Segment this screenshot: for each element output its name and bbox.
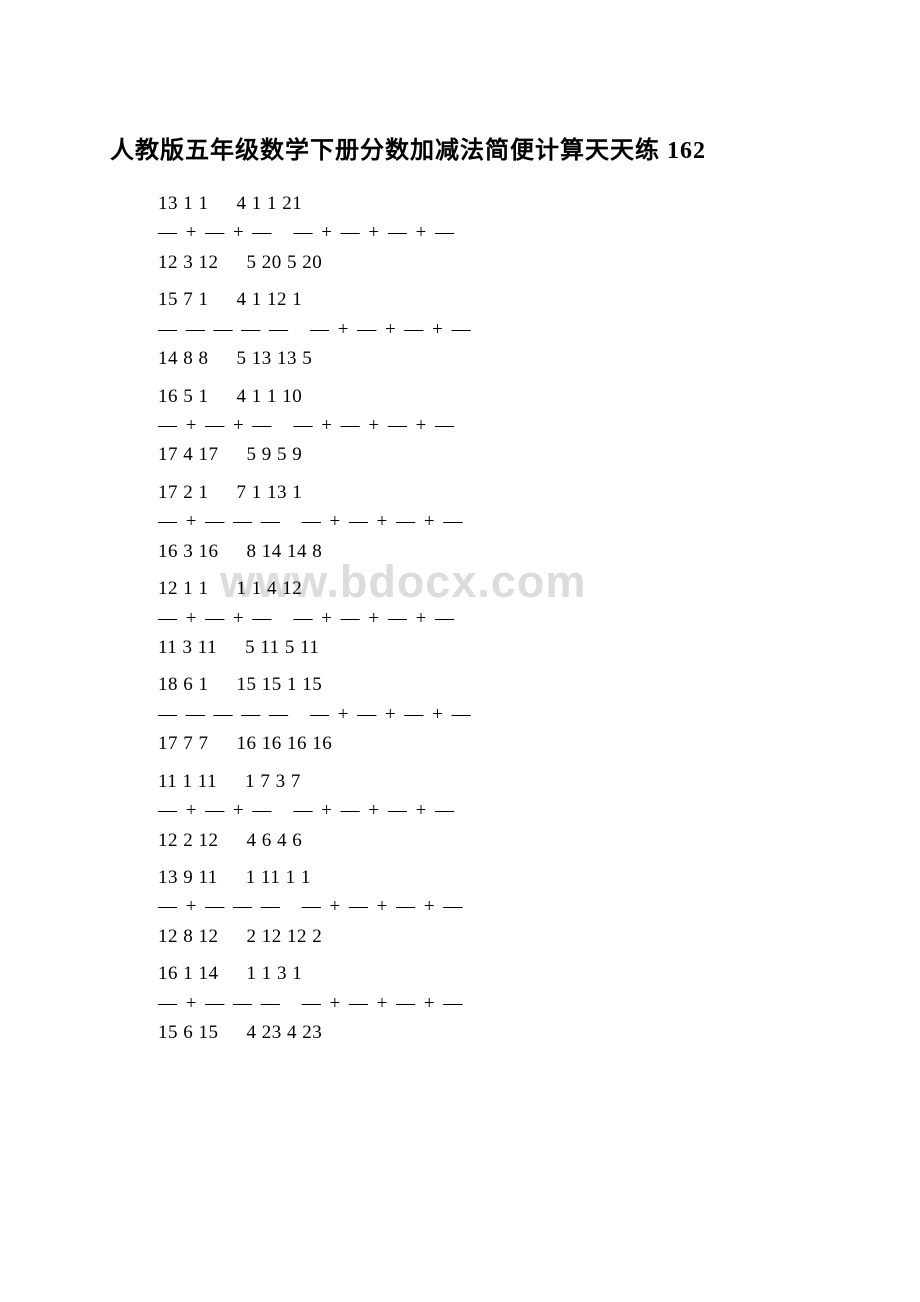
document-title: 人教版五年级数学下册分数加减法简便计算天天练 162 bbox=[110, 130, 810, 165]
left-numerators: 17 2 1 bbox=[158, 482, 209, 503]
left-operators: — + — — — bbox=[158, 511, 282, 532]
left-operators: — + — + — bbox=[158, 608, 273, 629]
left-denominators: 15 6 15 bbox=[158, 1022, 219, 1043]
right-denominators: 4 23 4 23 bbox=[247, 1022, 323, 1043]
left-numerators: 13 9 11 bbox=[158, 867, 218, 888]
right-numerators: 1 7 3 7 bbox=[245, 771, 301, 792]
right-numerators: 1 11 1 1 bbox=[246, 867, 311, 888]
right-numerators: 1 1 4 12 bbox=[237, 578, 303, 599]
numerator-line: 16 1 14 1 1 3 1 bbox=[158, 959, 810, 989]
left-operators: — — — — — bbox=[158, 704, 290, 725]
right-operators: — + — + — + — bbox=[293, 608, 456, 629]
problem-row: 18 6 1 15 15 1 15 — — — — — — + — + — + — 17… bbox=[158, 670, 810, 759]
left-numerators: 18 6 1 bbox=[158, 674, 209, 695]
operator-line: — + — + — — + — + — + — bbox=[158, 412, 810, 441]
left-denominators: 12 3 12 bbox=[158, 252, 219, 273]
denominator-line: 16 3 16 8 14 14 8 bbox=[158, 537, 810, 567]
right-numerators: 4 1 1 21 bbox=[237, 193, 303, 214]
left-denominators: 12 2 12 bbox=[158, 830, 219, 851]
problem-row: 15 7 1 4 1 12 1 — — — — — — + — + — + — 14 8… bbox=[158, 285, 810, 374]
problem-row: 13 1 1 4 1 1 21 — + — + — — + — + — + — 12 3… bbox=[158, 189, 810, 278]
numerator-line: 15 7 1 4 1 12 1 bbox=[158, 285, 810, 315]
right-operators: — + — + — + — bbox=[310, 319, 473, 340]
left-operators: — + — — — bbox=[158, 896, 282, 917]
left-denominators: 12 8 12 bbox=[158, 926, 219, 947]
right-numerators: 4 1 1 10 bbox=[237, 386, 303, 407]
problem-row: 16 1 14 1 1 3 1 — + — — — — + — + — + — 15 6… bbox=[158, 959, 810, 1048]
right-operators: — + — + — + — bbox=[302, 993, 465, 1014]
denominator-line: 12 8 12 2 12 12 2 bbox=[158, 922, 810, 952]
operator-line: — — — — — — + — + — + — bbox=[158, 316, 810, 345]
right-operators: — + — + — + — bbox=[293, 222, 456, 243]
left-denominators: 16 3 16 bbox=[158, 541, 219, 562]
numerator-line: 11 1 11 1 7 3 7 bbox=[158, 767, 810, 797]
left-operators: — + — — — bbox=[158, 993, 282, 1014]
numerator-line: 12 1 1 1 1 4 12 bbox=[158, 574, 810, 604]
problems-container: 13 1 1 4 1 1 21 — + — + — — + — + — + — 12 3… bbox=[110, 189, 810, 1049]
denominator-line: 14 8 8 5 13 13 5 bbox=[158, 344, 810, 374]
problem-row: 13 9 11 1 11 1 1 — + — — — — + — + — + — 12 … bbox=[158, 863, 810, 952]
right-denominators: 8 14 14 8 bbox=[247, 541, 323, 562]
left-denominators: 17 4 17 bbox=[158, 444, 219, 465]
left-operators: — + — + — bbox=[158, 415, 273, 436]
left-denominators: 14 8 8 bbox=[158, 348, 209, 369]
left-numerators: 11 1 11 bbox=[158, 771, 217, 792]
operator-line: — — — — — — + — + — + — bbox=[158, 701, 810, 730]
left-numerators: 16 5 1 bbox=[158, 386, 209, 407]
left-operators: — + — + — bbox=[158, 800, 273, 821]
denominator-line: 12 3 12 5 20 5 20 bbox=[158, 248, 810, 278]
problem-row: 17 2 1 7 1 13 1 — + — — — — + — + — + — 16 3… bbox=[158, 478, 810, 567]
numerator-line: 18 6 1 15 15 1 15 bbox=[158, 670, 810, 700]
right-numerators: 4 1 12 1 bbox=[237, 289, 303, 310]
problem-row: 16 5 1 4 1 1 10 — + — + — — + — + — + — 17 4… bbox=[158, 382, 810, 471]
left-denominators: 17 7 7 bbox=[158, 733, 209, 754]
operator-line: — + — + — — + — + — + — bbox=[158, 797, 810, 826]
right-operators: — + — + — + — bbox=[293, 415, 456, 436]
left-numerators: 12 1 1 bbox=[158, 578, 209, 599]
right-denominators: 2 12 12 2 bbox=[247, 926, 323, 947]
denominator-line: 11 3 11 5 11 5 11 bbox=[158, 633, 810, 663]
problem-row: 12 1 1 1 1 4 12 — + — + — — + — + — + — 11 3… bbox=[158, 574, 810, 663]
denominator-line: 17 4 17 5 9 5 9 bbox=[158, 440, 810, 470]
right-denominators: 5 11 5 11 bbox=[245, 637, 319, 658]
operator-line: — + — — — — + — + — + — bbox=[158, 990, 810, 1019]
problem-row: 11 1 11 1 7 3 7 — + — + — — + — + — + — 12 2… bbox=[158, 767, 810, 856]
left-operators: — + — + — bbox=[158, 222, 273, 243]
right-denominators: 16 16 16 16 bbox=[237, 733, 333, 754]
right-denominators: 5 20 5 20 bbox=[247, 252, 323, 273]
numerator-line: 17 2 1 7 1 13 1 bbox=[158, 478, 810, 508]
denominator-line: 12 2 12 4 6 4 6 bbox=[158, 826, 810, 856]
left-denominators: 11 3 11 bbox=[158, 637, 217, 658]
operator-line: — + — + — — + — + — + — bbox=[158, 219, 810, 248]
left-operators: — — — — — bbox=[158, 319, 290, 340]
right-numerators: 15 15 1 15 bbox=[237, 674, 323, 695]
right-denominators: 5 13 13 5 bbox=[237, 348, 313, 369]
right-operators: — + — + — + — bbox=[302, 511, 465, 532]
left-numerators: 15 7 1 bbox=[158, 289, 209, 310]
numerator-line: 16 5 1 4 1 1 10 bbox=[158, 382, 810, 412]
right-numerators: 1 1 3 1 bbox=[247, 963, 303, 984]
denominator-line: 17 7 7 16 16 16 16 bbox=[158, 729, 810, 759]
denominator-line: 15 6 15 4 23 4 23 bbox=[158, 1018, 810, 1048]
right-numerators: 7 1 13 1 bbox=[237, 482, 303, 503]
right-operators: — + — + — + — bbox=[310, 704, 473, 725]
operator-line: — + — + — — + — + — + — bbox=[158, 605, 810, 634]
left-numerators: 13 1 1 bbox=[158, 193, 209, 214]
right-denominators: 5 9 5 9 bbox=[247, 444, 303, 465]
operator-line: — + — — — — + — + — + — bbox=[158, 508, 810, 537]
right-denominators: 4 6 4 6 bbox=[247, 830, 303, 851]
operator-line: — + — — — — + — + — + — bbox=[158, 893, 810, 922]
left-numerators: 16 1 14 bbox=[158, 963, 219, 984]
right-operators: — + — + — + — bbox=[302, 896, 465, 917]
numerator-line: 13 9 11 1 11 1 1 bbox=[158, 863, 810, 893]
numerator-line: 13 1 1 4 1 1 21 bbox=[158, 189, 810, 219]
right-operators: — + — + — + — bbox=[293, 800, 456, 821]
